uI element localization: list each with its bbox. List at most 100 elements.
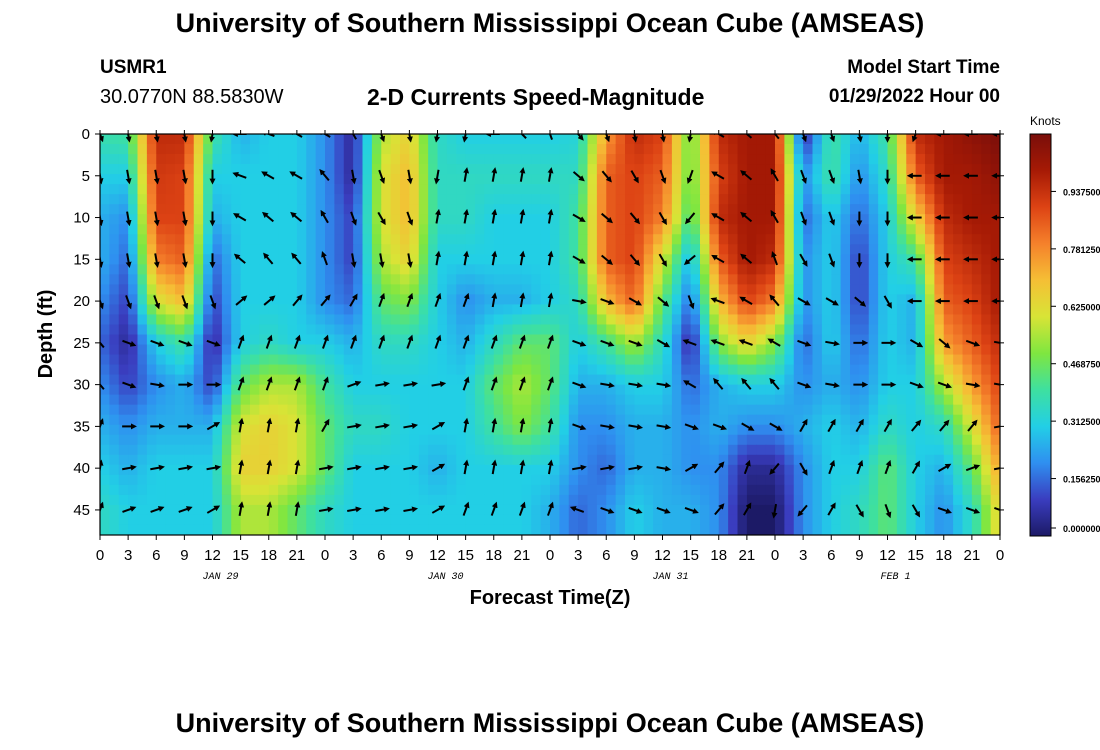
heatmap-cell [475, 164, 485, 175]
heatmap-cell [953, 224, 964, 235]
heatmap-cell [456, 374, 467, 386]
heatmap-cell [578, 434, 589, 446]
heatmap-cell [559, 434, 570, 446]
heatmap-cell [175, 334, 185, 346]
heatmap-cell [896, 524, 907, 535]
heatmap-cell [465, 514, 476, 526]
heatmap-cell [934, 204, 945, 215]
current-arrow [711, 134, 725, 138]
heatmap-cell [868, 424, 879, 436]
heatmap-cell [156, 134, 167, 145]
heatmap-cell [634, 314, 645, 326]
heatmap-cell [709, 324, 720, 336]
heatmap-cell [343, 394, 354, 406]
heatmap-cell [700, 174, 710, 185]
current-arrow [711, 254, 725, 264]
heatmap-cell [353, 204, 364, 215]
heatmap-cell [475, 504, 485, 516]
heatmap-cell [540, 264, 551, 275]
current-arrow [686, 169, 694, 185]
heatmap-cell [962, 374, 973, 386]
heatmap-cell [278, 444, 289, 456]
current-arrow [628, 297, 642, 306]
current-arrow [519, 167, 526, 182]
heatmap-cell [296, 434, 307, 446]
heatmap-cell [250, 214, 260, 225]
heatmap-cell [156, 374, 167, 386]
heatmap-cell [990, 314, 1000, 326]
heatmap-cell [868, 434, 879, 446]
heatmap-cell [193, 264, 204, 275]
heatmap-cell [971, 134, 982, 145]
heatmap-cell [371, 174, 382, 185]
heatmap-cell [915, 184, 926, 195]
heatmap-cell [175, 144, 185, 155]
heatmap-cell [203, 234, 214, 245]
heatmap-cell [596, 414, 607, 426]
current-arrow [965, 464, 981, 472]
heatmap-cell [981, 484, 992, 496]
heatmap-cell [306, 144, 317, 155]
heatmap-cell [550, 384, 560, 396]
heatmap-cell [784, 324, 795, 336]
heatmap-cell [362, 454, 373, 466]
current-arrow [909, 338, 924, 348]
heatmap-cell [296, 194, 307, 205]
heatmap-cell [128, 244, 139, 255]
heatmap-cell [203, 414, 214, 426]
current-arrow [125, 295, 132, 310]
heatmap-cell [746, 174, 757, 185]
heatmap-cell [578, 494, 589, 506]
heatmap-cell [137, 514, 148, 526]
heatmap-cell [728, 274, 739, 285]
heatmap-cell [868, 314, 879, 326]
heatmap-cell [278, 264, 289, 275]
current-arrow [491, 459, 498, 475]
heatmap-cell [343, 344, 354, 356]
heatmap-cell [343, 314, 354, 326]
heatmap-cell [821, 304, 832, 316]
heatmap-cell [653, 324, 664, 336]
heatmap-cell [353, 184, 364, 195]
heatmap-cell [306, 234, 317, 245]
heatmap-cell [653, 184, 664, 195]
heatmap-cell [381, 144, 392, 155]
current-arrow [347, 422, 362, 429]
heatmap-cell [915, 444, 926, 456]
heatmap-cell [784, 484, 795, 496]
heatmap-cell [371, 344, 382, 356]
heatmap-cell [203, 464, 214, 476]
heatmap-cell [165, 284, 176, 296]
current-arrow [799, 253, 808, 267]
heatmap-cell [475, 304, 485, 316]
heatmap-cell [981, 134, 992, 145]
heatmap-cell [559, 184, 570, 195]
heatmap-cell [596, 394, 607, 406]
heatmap-cell [343, 424, 354, 436]
heatmap-cell [934, 244, 945, 255]
heatmap-cell [503, 334, 514, 346]
heatmap-cell [175, 234, 185, 245]
heatmap-cell [596, 134, 607, 145]
heatmap-cell [850, 364, 860, 376]
heatmap-cell [775, 404, 785, 416]
heatmap-cell [512, 454, 523, 466]
heatmap-cell [709, 384, 720, 396]
heatmap-cell [475, 344, 485, 356]
heatmap-cell [990, 154, 1000, 165]
heatmap-cell [475, 414, 485, 426]
heatmap-cell [165, 184, 176, 195]
heatmap-cell [746, 344, 757, 356]
heatmap-cell [906, 464, 917, 476]
current-arrow [375, 381, 390, 388]
heatmap-cell [784, 284, 795, 296]
heatmap-cell [512, 514, 523, 526]
heatmap-cell [953, 524, 964, 535]
heatmap-cell [503, 194, 514, 205]
heatmap-cell [859, 304, 870, 316]
heatmap-cell [803, 184, 814, 195]
heatmap-cell [990, 384, 1000, 396]
heatmap-cell [643, 144, 654, 155]
heatmap-cell [493, 144, 504, 155]
heatmap-cell [362, 524, 373, 535]
